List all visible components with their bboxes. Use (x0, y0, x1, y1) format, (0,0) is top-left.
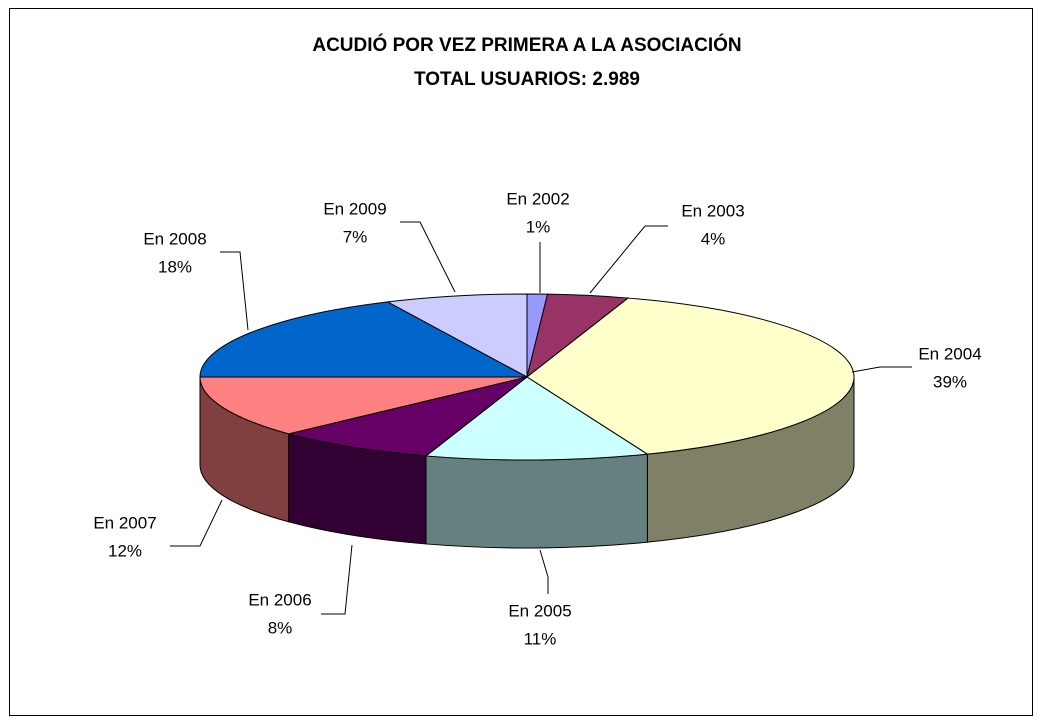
pie-slice (288, 376, 528, 457)
data-label-category: En 2008 (143, 229, 206, 248)
data-label-value: 12% (108, 541, 142, 560)
chart-title: ACUDIÓ POR VEZ PRIMERA A LA ASOCIACIÓN (312, 34, 741, 56)
leader-line (220, 251, 249, 331)
pie-side (425, 453, 648, 549)
leader-line (851, 366, 912, 373)
data-label-category: En 2007 (93, 513, 156, 532)
leader-line (400, 221, 456, 293)
data-label-category: En 2006 (248, 590, 311, 609)
leader-line (589, 225, 668, 294)
data-label-value: 4% (701, 229, 726, 248)
data-label-value: 39% (933, 372, 967, 391)
data-label-category: En 2003 (681, 201, 744, 220)
data-label-value: 1% (526, 217, 551, 236)
leader-line (539, 549, 549, 594)
pie-slice (526, 297, 855, 455)
pie-slice (424, 376, 649, 461)
pie-slice (386, 293, 528, 378)
data-label-value: 7% (343, 227, 368, 246)
data-label-category: En 2005 (508, 601, 571, 620)
chart-subtitle: TOTAL USUARIOS: 2.989 (414, 69, 640, 90)
data-label-value: 18% (158, 257, 192, 276)
pie-slice (199, 301, 528, 378)
data-label-value: 8% (268, 618, 293, 637)
data-label-category: En 2002 (506, 189, 569, 208)
leader-line (170, 499, 223, 547)
pie-slice (199, 376, 528, 435)
leader-line (321, 544, 353, 615)
data-label-category: En 2009 (323, 199, 386, 218)
data-label-value: 11% (524, 629, 557, 648)
data-label-category: En 2004 (918, 344, 981, 363)
